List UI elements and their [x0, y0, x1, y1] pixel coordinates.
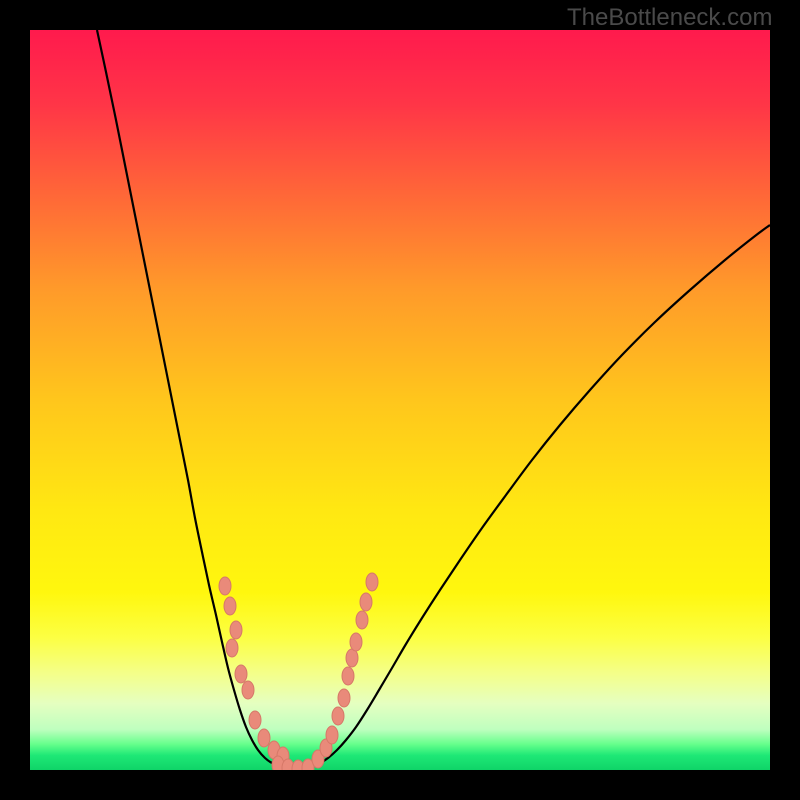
marker-bead — [219, 577, 231, 595]
curve-layer — [30, 30, 770, 770]
watermark-text: TheBottleneck.com — [567, 4, 772, 32]
marker-bead — [226, 639, 238, 657]
marker-bead — [326, 726, 338, 744]
marker-bead — [258, 729, 270, 747]
marker-bead — [356, 611, 368, 629]
marker-bead — [230, 621, 242, 639]
marker-bead — [224, 597, 236, 615]
marker-bead — [235, 665, 247, 683]
marker-bead — [249, 711, 261, 729]
marker-group — [219, 573, 378, 770]
right-curve — [296, 225, 770, 769]
marker-bead — [332, 707, 344, 725]
plot-area — [30, 30, 770, 770]
marker-bead — [242, 681, 254, 699]
marker-bead — [360, 593, 372, 611]
marker-bead — [350, 633, 362, 651]
marker-bead — [366, 573, 378, 591]
left-curve — [97, 30, 296, 769]
marker-bead — [338, 689, 350, 707]
marker-bead — [346, 649, 358, 667]
marker-bead — [342, 667, 354, 685]
